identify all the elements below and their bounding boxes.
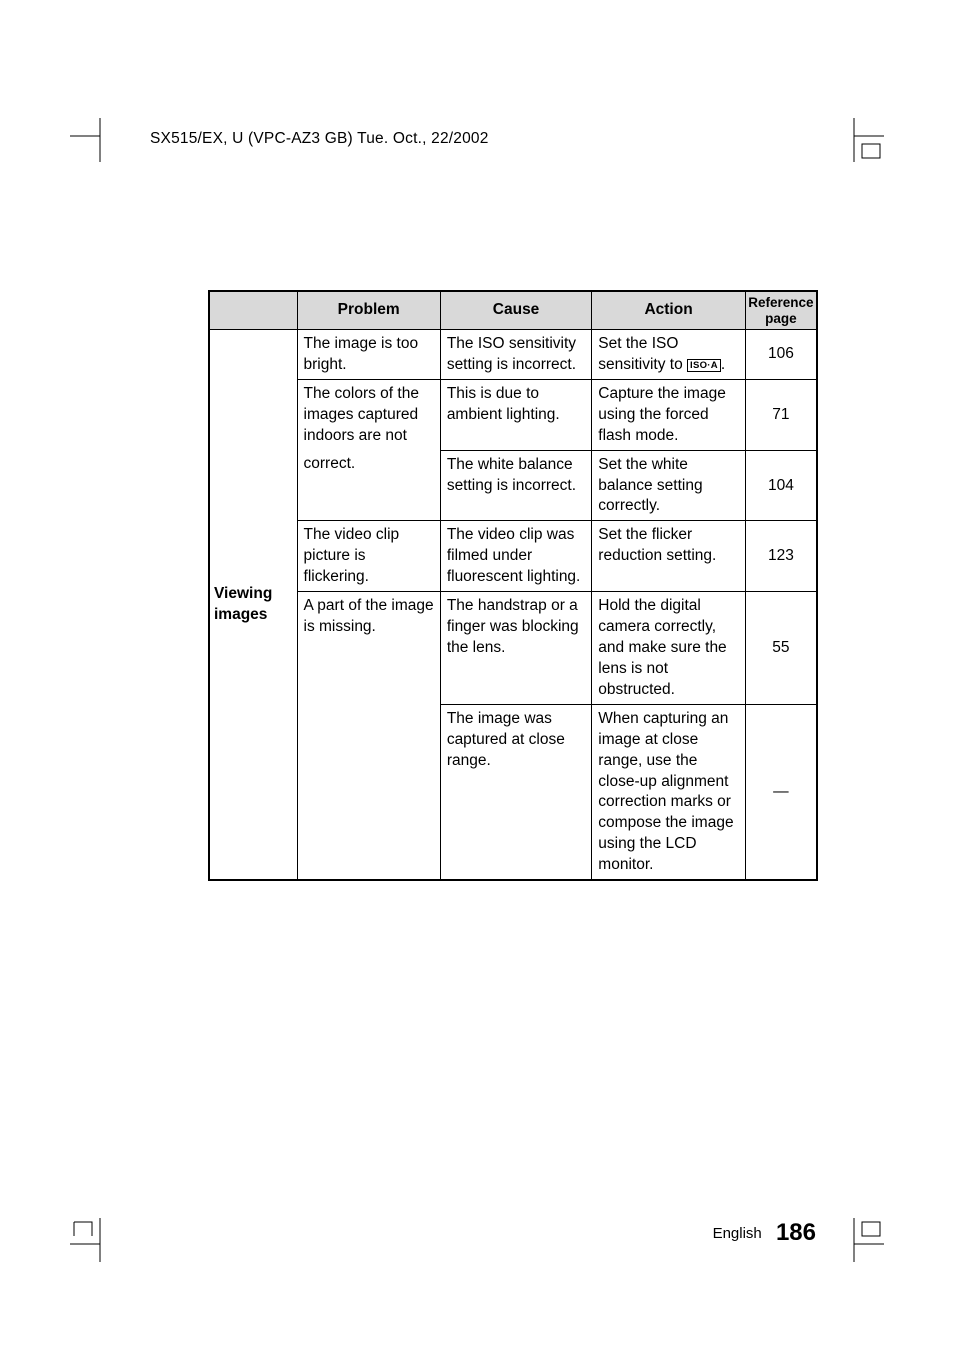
cell-ref: — bbox=[745, 704, 817, 880]
cell-ref: 106 bbox=[745, 330, 817, 380]
col-cause: Cause bbox=[440, 291, 591, 330]
cell-action: Capture the image using the forced flash… bbox=[592, 379, 746, 450]
cell-action: When capturing an image at close range, … bbox=[592, 704, 746, 880]
cell-action: Set the ISO sensitivity to ISO·A. bbox=[592, 330, 746, 380]
table-row: Viewing images The image is too bright. … bbox=[209, 330, 817, 380]
table-row: The colors of the images captured indoor… bbox=[209, 379, 817, 450]
page-header: SX515/EX, U (VPC-AZ3 GB) Tue. Oct., 22/2… bbox=[150, 130, 489, 148]
col-reference: Reference page bbox=[745, 291, 817, 330]
col-problem: Problem bbox=[297, 291, 440, 330]
troubleshooting-table-wrap: Problem Cause Action Reference page View… bbox=[208, 290, 818, 881]
page-footer: English 186 bbox=[713, 1219, 816, 1247]
cell-cause: This is due to ambient lighting. bbox=[440, 379, 591, 450]
col-action: Action bbox=[592, 291, 746, 330]
section-label: Viewing images bbox=[209, 330, 297, 881]
troubleshooting-table: Problem Cause Action Reference page View… bbox=[208, 290, 818, 881]
cell-ref: 55 bbox=[745, 592, 817, 705]
table-row: The image was captured at close range. W… bbox=[209, 704, 817, 880]
cell-ref: 123 bbox=[745, 521, 817, 592]
table-row: correct. The white balance setting is in… bbox=[209, 450, 817, 521]
cell-cause: The video clip was filmed under fluoresc… bbox=[440, 521, 591, 592]
cell-action: Hold the digital camera correctly, and m… bbox=[592, 592, 746, 705]
cell-cause: The handstrap or a finger was blocking t… bbox=[440, 592, 591, 705]
crop-mark-tl bbox=[70, 118, 114, 162]
cell-problem: The image is too bright. bbox=[297, 330, 440, 380]
cell-problem bbox=[297, 704, 440, 880]
cell-problem: The video clip picture is flickering. bbox=[297, 521, 440, 592]
cell-cause: The ISO sensitivity setting is incorrect… bbox=[440, 330, 591, 380]
footer-page-number: 186 bbox=[776, 1219, 816, 1246]
cell-ref: 104 bbox=[745, 450, 817, 521]
crop-mark-br bbox=[840, 1218, 884, 1262]
cell-action: Set the white balance setting correctly. bbox=[592, 450, 746, 521]
cell-cause: The image was captured at close range. bbox=[440, 704, 591, 880]
crop-mark-tr bbox=[840, 118, 884, 162]
cell-cause: The white balance setting is incorrect. bbox=[440, 450, 591, 521]
table-row: The video clip picture is flickering. Th… bbox=[209, 521, 817, 592]
cell-ref: 71 bbox=[745, 379, 817, 450]
crop-mark-bl bbox=[70, 1218, 114, 1262]
cell-problem: A part of the image is missing. bbox=[297, 592, 440, 705]
col-blank bbox=[209, 291, 297, 330]
footer-lang: English bbox=[713, 1225, 762, 1242]
cell-action: Set the flicker reduction setting. bbox=[592, 521, 746, 592]
iso-auto-icon: ISO·A bbox=[687, 359, 721, 372]
table-row: A part of the image is missing. The hand… bbox=[209, 592, 817, 705]
cell-problem: correct. bbox=[297, 450, 440, 521]
cell-problem: The colors of the images captured indoor… bbox=[297, 379, 440, 450]
